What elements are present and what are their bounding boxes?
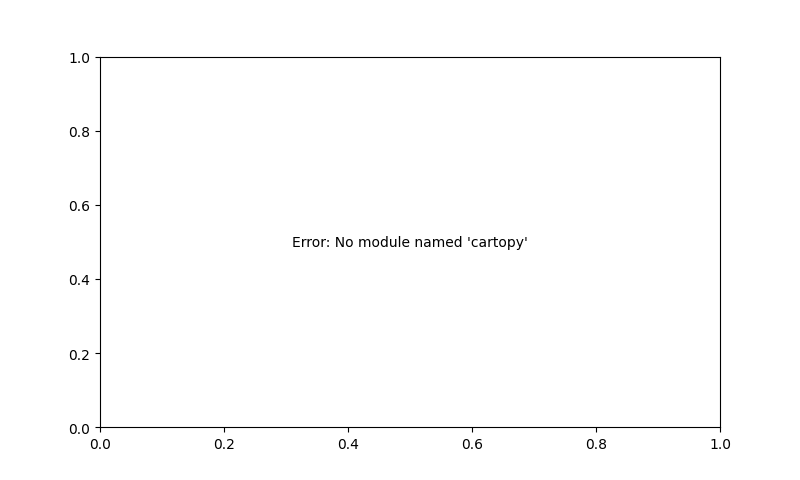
Text: Error: No module named 'cartopy': Error: No module named 'cartopy' [292,235,528,250]
